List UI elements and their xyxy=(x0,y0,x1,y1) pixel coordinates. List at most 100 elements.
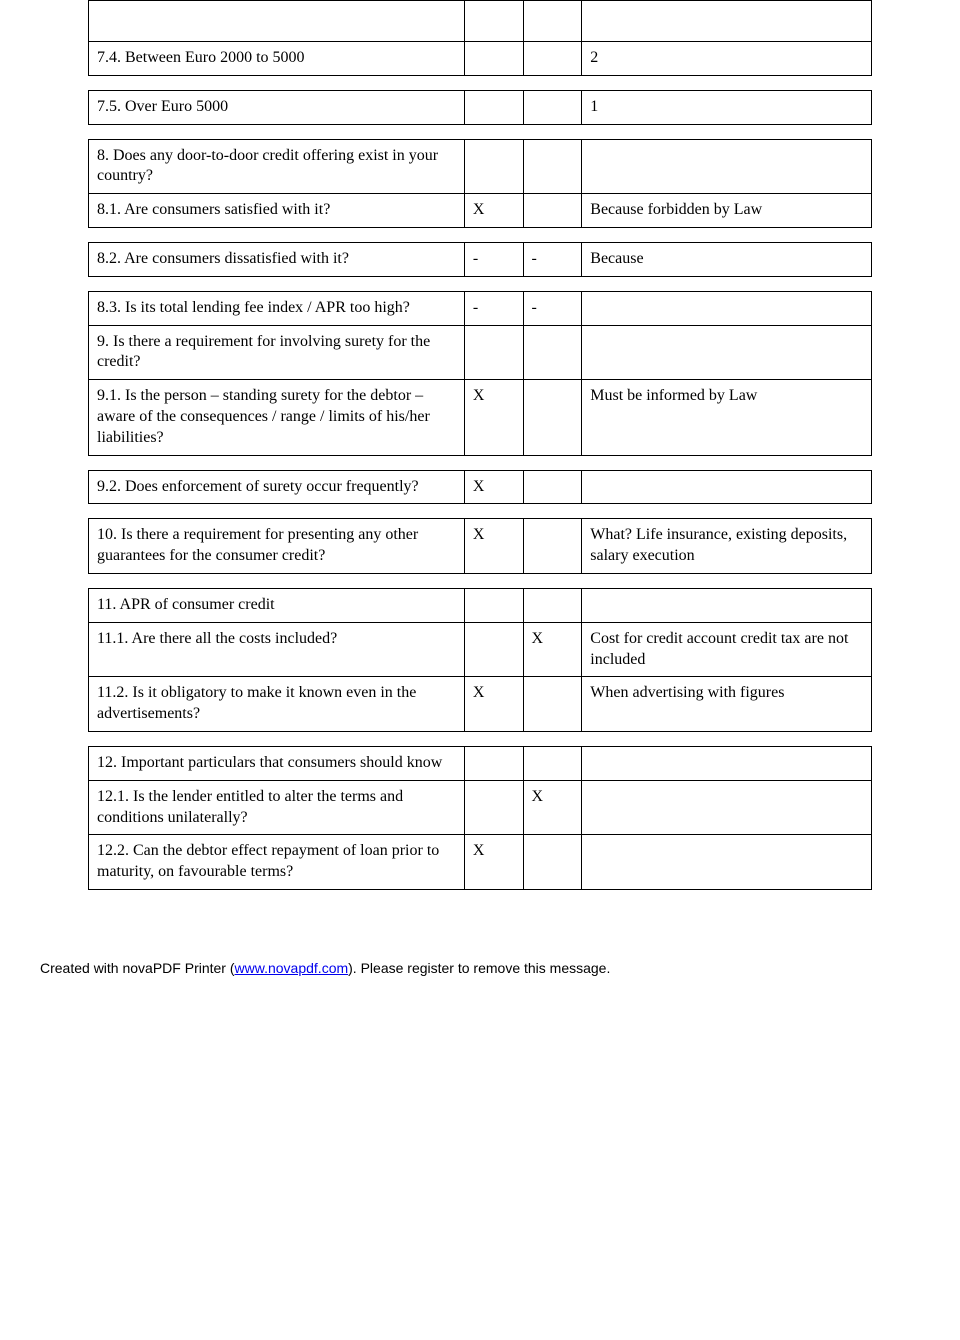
comment-cell: Because forbidden by Law xyxy=(582,194,872,228)
answer-cell: - xyxy=(523,291,582,325)
table-row: 8. Does any door-to-door credit offering… xyxy=(89,139,872,194)
table-row: 12.1. Is the lender entitled to alter th… xyxy=(89,780,872,835)
question-cell: 12.1. Is the lender entitled to alter th… xyxy=(89,780,465,835)
answer-cell: X xyxy=(523,780,582,835)
answer-cell xyxy=(464,90,523,124)
table-row: 9. Is there a requirement for involving … xyxy=(89,325,872,380)
comment-cell xyxy=(582,1,872,42)
table-row xyxy=(89,75,872,90)
answer-cell xyxy=(523,470,582,504)
question-cell: 9.2. Does enforcement of surety occur fr… xyxy=(89,470,465,504)
answer-cell xyxy=(464,139,523,194)
question-cell: 10. Is there a requirement for presentin… xyxy=(89,519,465,574)
answer-cell: X xyxy=(464,677,523,732)
answer-cell xyxy=(523,90,582,124)
table-row: 7.5. Over Euro 5000 1 xyxy=(89,90,872,124)
answer-cell xyxy=(523,325,582,380)
question-cell: 11.1. Are there all the costs included? xyxy=(89,622,465,677)
comment-cell xyxy=(582,780,872,835)
answer-cell xyxy=(464,1,523,42)
comment-cell: What? Life insurance, existing deposits,… xyxy=(582,519,872,574)
answer-cell xyxy=(523,746,582,780)
answer-cell: X xyxy=(464,519,523,574)
table-row xyxy=(89,504,872,519)
answer-cell: - xyxy=(464,242,523,276)
answer-cell xyxy=(523,1,582,42)
answer-cell xyxy=(523,380,582,455)
footer-post: ). Please register to remove this messag… xyxy=(348,960,610,976)
table-row: 11.2. Is it obligatory to make it known … xyxy=(89,677,872,732)
questionnaire-table: 7.4. Between Euro 2000 to 5000 2 7.5. Over… xyxy=(88,0,872,890)
pdf-footer: Created with novaPDF Printer (www.novapd… xyxy=(0,930,960,996)
table-row xyxy=(89,573,872,588)
comment-cell xyxy=(582,835,872,890)
spacer-cell xyxy=(89,276,872,291)
table-row xyxy=(89,1,872,42)
table-row: 11. APR of consumer credit xyxy=(89,588,872,622)
comment-cell xyxy=(582,588,872,622)
table-row: 8.2. Are consumers dissatisfied with it?… xyxy=(89,242,872,276)
answer-cell xyxy=(464,325,523,380)
table-row: 9.2. Does enforcement of surety occur fr… xyxy=(89,470,872,504)
comment-cell: 1 xyxy=(582,90,872,124)
question-cell: 8.1. Are consumers satisfied with it? xyxy=(89,194,465,228)
answer-cell: X xyxy=(464,194,523,228)
spacer-cell xyxy=(89,573,872,588)
table-row: 8.1. Are consumers satisfied with it?X Be… xyxy=(89,194,872,228)
answer-cell xyxy=(523,42,582,76)
table-row xyxy=(89,124,872,139)
answer-cell xyxy=(464,780,523,835)
question-cell: 9. Is there a requirement for involving … xyxy=(89,325,465,380)
question-cell: 11. APR of consumer credit xyxy=(89,588,465,622)
table-row: 7.4. Between Euro 2000 to 5000 2 xyxy=(89,42,872,76)
table-row xyxy=(89,227,872,242)
spacer-cell xyxy=(89,124,872,139)
question-cell xyxy=(89,1,465,42)
comment-cell xyxy=(582,325,872,380)
table-row xyxy=(89,455,872,470)
question-cell: 7.5. Over Euro 5000 xyxy=(89,90,465,124)
answer-cell xyxy=(523,588,582,622)
table-row: 10. Is there a requirement for presentin… xyxy=(89,519,872,574)
answer-cell xyxy=(523,139,582,194)
answer-cell xyxy=(464,588,523,622)
spacer-cell xyxy=(89,504,872,519)
answer-cell: - xyxy=(464,291,523,325)
comment-cell xyxy=(582,291,872,325)
spacer-cell xyxy=(89,455,872,470)
answer-cell xyxy=(523,677,582,732)
answer-cell: X xyxy=(464,835,523,890)
answer-cell xyxy=(464,746,523,780)
table-row: 9.1. Is the person – standing surety for… xyxy=(89,380,872,455)
comment-cell: 2 xyxy=(582,42,872,76)
answer-cell: X xyxy=(464,380,523,455)
answer-cell xyxy=(523,519,582,574)
comment-cell: When advertising with figures xyxy=(582,677,872,732)
spacer-cell xyxy=(89,227,872,242)
answer-cell xyxy=(523,835,582,890)
table-row xyxy=(89,276,872,291)
table-row: 8.3. Is its total lending fee index / AP… xyxy=(89,291,872,325)
novapdf-link[interactable]: www.novapdf.com xyxy=(235,960,349,976)
table-row: 12. Important particulars that consumers… xyxy=(89,746,872,780)
answer-cell xyxy=(464,42,523,76)
answer-cell: X xyxy=(464,470,523,504)
question-cell: 11.2. Is it obligatory to make it known … xyxy=(89,677,465,732)
question-cell: 12. Important particulars that consumers… xyxy=(89,746,465,780)
answer-cell: - xyxy=(523,242,582,276)
table-row xyxy=(89,731,872,746)
comment-cell: Must be informed by Law xyxy=(582,380,872,455)
comment-cell xyxy=(582,746,872,780)
question-cell: 8. Does any door-to-door credit offering… xyxy=(89,139,465,194)
answer-cell xyxy=(464,622,523,677)
question-cell: 12.2. Can the debtor effect repayment of… xyxy=(89,835,465,890)
comment-cell: Cost for credit account credit tax are n… xyxy=(582,622,872,677)
answer-cell xyxy=(523,194,582,228)
question-cell: 9.1. Is the person – standing surety for… xyxy=(89,380,465,455)
question-cell: 8.2. Are consumers dissatisfied with it? xyxy=(89,242,465,276)
footer-pre: Created with novaPDF Printer ( xyxy=(40,960,235,976)
answer-cell: X xyxy=(523,622,582,677)
question-cell: 7.4. Between Euro 2000 to 5000 xyxy=(89,42,465,76)
table-row: 12.2. Can the debtor effect repayment of… xyxy=(89,835,872,890)
spacer-cell xyxy=(89,731,872,746)
